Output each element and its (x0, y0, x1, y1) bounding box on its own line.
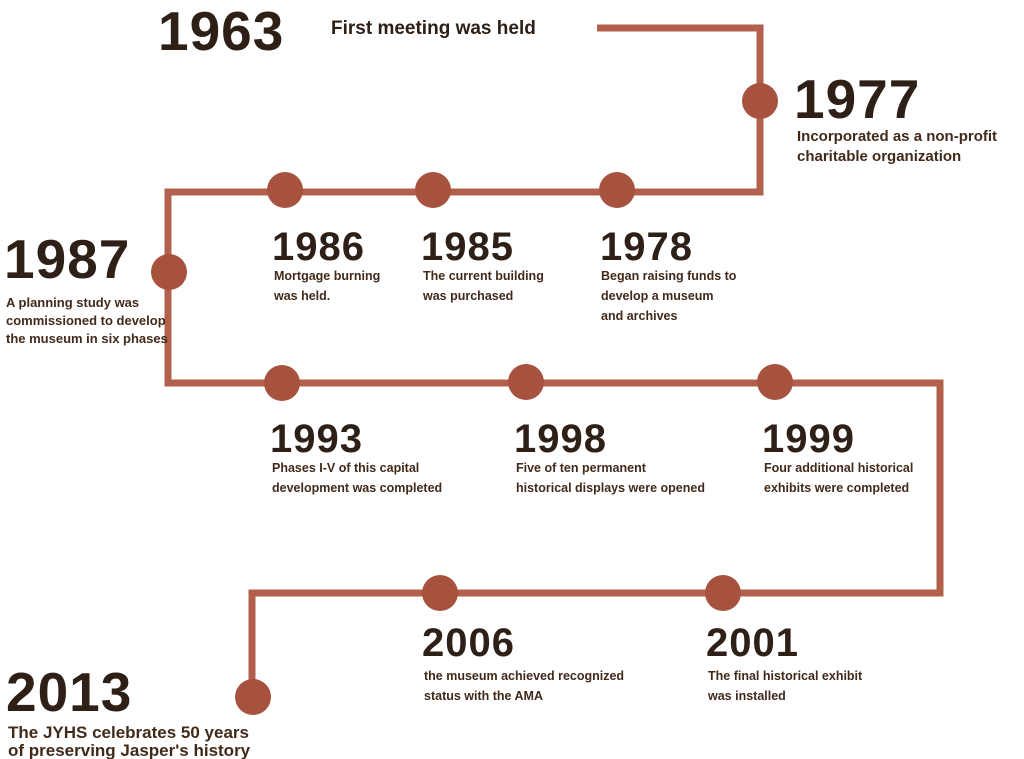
timeline-connector-line (164, 24, 944, 697)
timeline-dot-1985 (415, 172, 451, 208)
desc-line: Four additional historical (764, 461, 914, 475)
year-1985: 1985 (421, 225, 514, 269)
desc-line: the museum achieved recognized (424, 669, 625, 683)
desc-line: develop a museum (601, 289, 714, 303)
desc-line: was installed (708, 689, 786, 703)
desc-line: Mortgage burning (274, 269, 381, 283)
desc-2013: The JYHS celebrates 50 years of preservi… (8, 724, 250, 759)
desc-line: development was completed (272, 481, 443, 495)
desc-line: status with the AMA (424, 689, 543, 703)
desc-1998: Five of ten permanent historical display… (516, 458, 705, 498)
desc-line: was held. (274, 289, 331, 303)
desc-1993: Phases I-V of this capital development w… (272, 458, 442, 498)
timeline-dot-1993 (264, 365, 300, 401)
desc-1978: Began raising funds to develop a museum … (601, 266, 736, 326)
desc-line: Five of ten permanent (516, 461, 646, 475)
year-1977: 1977 (794, 68, 921, 130)
timeline-dot-2001 (705, 575, 741, 611)
desc-1987: A planning study was commissioned to dev… (6, 294, 168, 348)
desc-1985: The current building was purchased (423, 266, 544, 306)
timeline-dot-1998 (508, 364, 544, 400)
year-2013: 2013 (6, 661, 133, 723)
year-1963: 1963 (158, 0, 285, 62)
desc-line: commissioned to develop (6, 313, 166, 328)
year-2001: 2001 (706, 621, 799, 665)
desc-1999: Four additional historical exhibits were… (764, 458, 913, 498)
desc-line: of preserving Jasper's history (8, 741, 251, 759)
desc-line: The final historical exhibit (708, 669, 863, 683)
year-1978: 1978 (600, 225, 693, 269)
timeline-dot-1978 (599, 172, 635, 208)
year-1986: 1986 (272, 225, 365, 269)
year-1999: 1999 (762, 417, 855, 461)
desc-2006: the museum achieved recognized status wi… (424, 666, 624, 706)
desc-line: was purchased (423, 289, 514, 303)
desc-line: Began raising funds to (601, 269, 737, 283)
desc-line: A planning study was (6, 295, 140, 310)
desc-line: The JYHS celebrates 50 years (8, 723, 249, 742)
year-1993: 1993 (270, 417, 363, 461)
year-2006: 2006 (422, 621, 515, 665)
desc-line: historical displays were opened (516, 481, 705, 495)
timeline-dot-1977 (742, 83, 778, 119)
desc-line: charitable organization (797, 148, 962, 165)
year-1998: 1998 (514, 417, 607, 461)
timeline-dot-1986 (267, 172, 303, 208)
desc-line: the museum in six phases (6, 331, 168, 346)
desc-line: and archives (601, 309, 678, 323)
timeline-dot-1987 (151, 254, 187, 290)
timeline-dot-2006 (422, 575, 458, 611)
desc-line: First meeting was held (331, 18, 536, 39)
desc-line: Phases I-V of this capital (272, 461, 420, 475)
desc-1977: Incorporated as a non-profit charitable … (797, 127, 997, 167)
desc-line: Incorporated as a non-profit (797, 128, 998, 145)
year-1987: 1987 (4, 228, 131, 290)
desc-1963: First meeting was held (331, 18, 536, 40)
timeline-dot-1999 (757, 364, 793, 400)
desc-line: exhibits were completed (764, 481, 910, 495)
desc-2001: The final historical exhibit was install… (708, 666, 862, 706)
desc-line: The current building (423, 269, 544, 283)
timeline-dot-2013 (235, 679, 271, 715)
desc-1986: Mortgage burning was held. (274, 266, 380, 306)
